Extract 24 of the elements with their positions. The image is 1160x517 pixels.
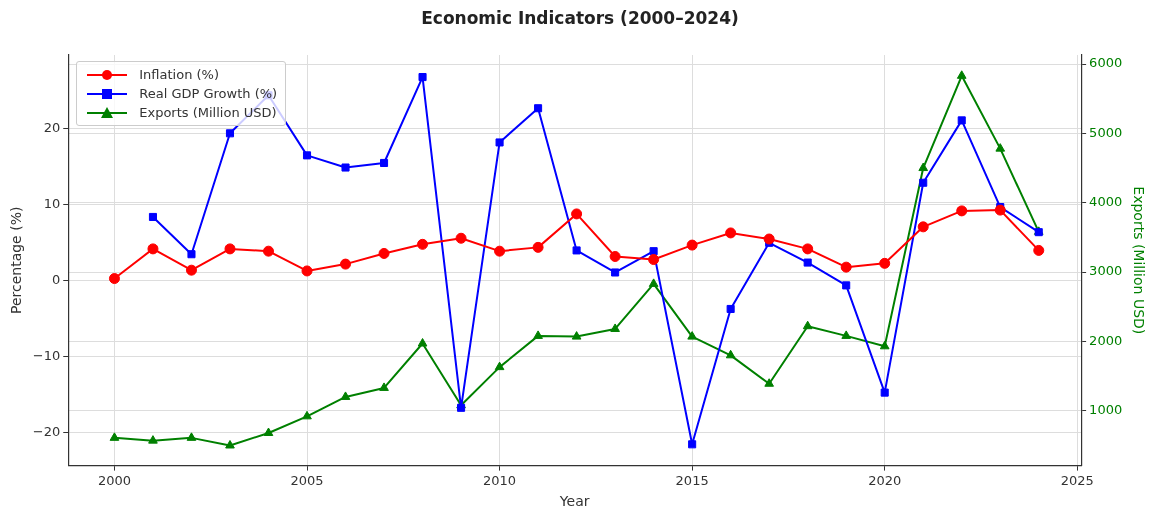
y2-tick-label: 3000 xyxy=(1089,263,1123,279)
y2-tick-label: 2000 xyxy=(1089,332,1123,348)
x-tick-label: 2010 xyxy=(483,472,517,488)
y2-axis-title: Exports (Million USD) xyxy=(1130,186,1147,335)
x-tick-label: 2025 xyxy=(1060,472,1094,488)
y-tick-label: −10 xyxy=(32,348,61,364)
y2-tick-label: 5000 xyxy=(1089,124,1123,140)
y2-tick-label: 6000 xyxy=(1089,55,1123,71)
x-tick-label: 2005 xyxy=(290,472,324,488)
x-axis-title: Year xyxy=(558,493,590,510)
y-tick-label: 20 xyxy=(43,120,61,136)
legend-label: Exports (Million USD) xyxy=(139,105,277,120)
x-tick-label: 2015 xyxy=(675,472,709,488)
y-tick-label: 10 xyxy=(43,196,61,212)
chart-title: Economic Indicators (2000–2024) xyxy=(420,8,740,28)
legend-label: Inflation (%) xyxy=(139,67,219,82)
y-axis-title: Percentage (%) xyxy=(8,206,25,315)
y2-tick-label: 4000 xyxy=(1089,194,1123,210)
y2-tick-label: 1000 xyxy=(1089,402,1123,418)
legend-label: Real GDP Growth (%) xyxy=(139,86,278,101)
x-tick-label: 2000 xyxy=(97,472,131,488)
y-tick-label: 0 xyxy=(51,272,61,288)
y-tick-label: −20 xyxy=(32,424,61,440)
x-tick-label: 2020 xyxy=(868,472,902,488)
